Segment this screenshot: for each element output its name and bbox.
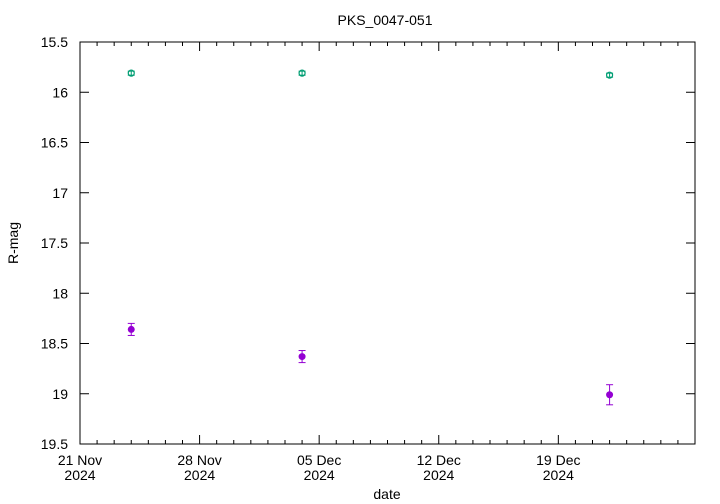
marker-filled-circle (298, 353, 306, 361)
y-tick-label: 18 (52, 285, 68, 301)
y-axis-label: R-mag (5, 222, 21, 264)
x-tick-label-year: 2024 (64, 467, 95, 483)
y-tick-label: 17.5 (41, 235, 68, 251)
x-tick-label: 21 Nov (58, 452, 102, 468)
data-point (298, 69, 306, 77)
x-tick-label: 05 Dec (297, 452, 341, 468)
y-tick-label: 17 (52, 185, 68, 201)
y-tick-label: 16 (52, 84, 68, 100)
x-tick-label: 12 Dec (417, 452, 461, 468)
data-point (127, 322, 135, 336)
data-point (606, 384, 614, 406)
marker-open-circle (605, 71, 614, 79)
x-tick-label: 19 Dec (536, 452, 580, 468)
x-tick-label: 28 Nov (177, 452, 221, 468)
x-tick-label-year: 2024 (184, 467, 215, 483)
x-tick-label-year: 2024 (543, 467, 574, 483)
plot-area-frame (79, 41, 696, 445)
marker-filled-circle (127, 325, 135, 333)
y-tick-label: 19 (52, 386, 68, 402)
x-axis-label: date (373, 486, 400, 502)
data-point (127, 69, 135, 77)
y-tick-label: 15.5 (41, 34, 68, 50)
x-tick-label-year: 2024 (304, 467, 335, 483)
marker-open-circle (298, 69, 306, 77)
data-point (605, 71, 614, 79)
x-tick-label-year: 2024 (423, 467, 454, 483)
data-point (298, 350, 306, 364)
y-tick-label: 18.5 (41, 336, 68, 352)
chart-title: PKS_0047-051 (338, 12, 433, 28)
y-tick-label: 16.5 (41, 135, 68, 151)
marker-open-circle (127, 69, 135, 77)
marker-filled-circle (606, 391, 614, 399)
y-axis: 15.5 16 16.5 17 17.5 18 18.5 19 19.5 (41, 34, 695, 452)
y-tick-label: 19.5 (41, 436, 68, 452)
data-points (127, 69, 614, 406)
